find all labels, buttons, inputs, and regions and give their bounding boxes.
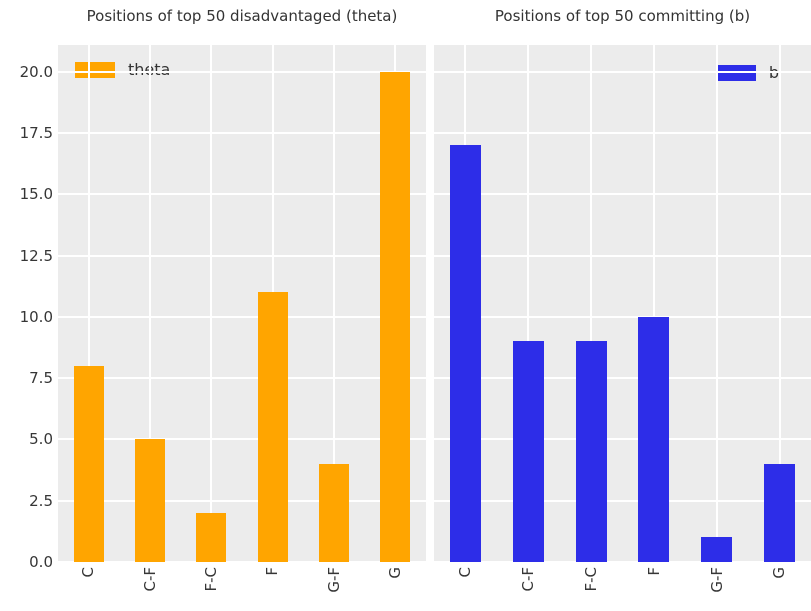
gridline bbox=[333, 45, 335, 562]
gridline bbox=[58, 377, 426, 380]
x-tick-label: C bbox=[456, 567, 475, 578]
gridline bbox=[434, 132, 811, 135]
y-tick-label: 5.0 bbox=[29, 430, 53, 449]
right-chart-title: Positions of top 50 committing (b) bbox=[494, 7, 751, 25]
y-tick-label: 12.5 bbox=[19, 246, 53, 265]
bar-C bbox=[74, 365, 104, 562]
x-tick-label: F-C bbox=[581, 567, 600, 592]
gridline bbox=[434, 254, 811, 257]
x-tick-F-C: F-C bbox=[200, 567, 222, 611]
gridline bbox=[58, 132, 426, 135]
y-tick-label: 17.5 bbox=[19, 124, 53, 143]
gridline bbox=[58, 254, 426, 257]
y-tick-label: 7.5 bbox=[29, 369, 53, 388]
x-tick-C: C bbox=[454, 567, 476, 611]
legend-swatch-theta-icon bbox=[75, 62, 115, 78]
y-tick-label: 15.0 bbox=[19, 185, 53, 204]
x-tick-label: F bbox=[644, 567, 663, 576]
gridline bbox=[58, 193, 426, 196]
x-tick-C: C bbox=[78, 567, 100, 611]
bar-G-F bbox=[319, 463, 349, 562]
x-tick-C-F: C-F bbox=[139, 567, 161, 611]
bar-F bbox=[258, 292, 288, 562]
legend-swatch-b-icon bbox=[715, 65, 756, 81]
x-tick-label: C-F bbox=[140, 567, 159, 592]
gridline bbox=[590, 45, 593, 562]
y-tick-label: 2.5 bbox=[29, 491, 53, 510]
x-tick-F-C: F-C bbox=[580, 567, 602, 611]
bar-G bbox=[380, 71, 410, 562]
y-tick-label: 0.0 bbox=[29, 553, 53, 571]
x-tick-label: G bbox=[770, 567, 789, 579]
y-tick-label: 20.0 bbox=[19, 62, 53, 81]
x-tick-G-F: G-F bbox=[323, 567, 345, 611]
bar-F-C bbox=[576, 341, 607, 562]
bar-C-F bbox=[513, 341, 544, 562]
x-tick-label: G bbox=[386, 567, 405, 579]
right-plot-area: b bbox=[434, 45, 811, 562]
gridline bbox=[778, 45, 781, 562]
gridline bbox=[149, 45, 151, 562]
x-tick-F: F bbox=[643, 567, 665, 611]
bar-F bbox=[638, 316, 669, 562]
gridline bbox=[527, 45, 530, 562]
bar-F-C bbox=[196, 512, 226, 562]
gridline bbox=[715, 45, 718, 562]
gridline bbox=[434, 315, 811, 318]
bar-G bbox=[764, 463, 795, 562]
x-tick-G: G bbox=[384, 567, 406, 611]
gridline bbox=[652, 45, 655, 562]
legend-label-b: b bbox=[769, 65, 779, 81]
gridline bbox=[58, 315, 426, 318]
legend-b: b bbox=[715, 65, 779, 81]
gridline bbox=[434, 499, 811, 502]
gridline bbox=[58, 438, 426, 441]
gridline bbox=[434, 377, 811, 380]
x-tick-label: C-F bbox=[519, 567, 537, 592]
x-tick-C-F: C-F bbox=[517, 567, 539, 611]
x-tick-label: G-F bbox=[707, 567, 726, 593]
gridline bbox=[434, 561, 811, 563]
gridline bbox=[87, 45, 90, 562]
bar-C bbox=[450, 145, 481, 562]
gridline bbox=[58, 561, 426, 563]
x-tick-label: F bbox=[263, 567, 282, 576]
gridline bbox=[434, 70, 811, 73]
gridline bbox=[58, 70, 426, 73]
left-plot-area: theta bbox=[58, 45, 426, 562]
gridline bbox=[434, 438, 811, 441]
x-tick-G: G bbox=[769, 567, 791, 611]
x-tick-label: C bbox=[79, 567, 98, 578]
x-tick-F: F bbox=[262, 567, 284, 611]
gridline bbox=[434, 193, 811, 196]
bar-G-F bbox=[701, 537, 732, 562]
gridline bbox=[58, 499, 426, 502]
x-tick-label: F-C bbox=[202, 567, 221, 592]
x-tick-label: G-F bbox=[324, 567, 343, 593]
bar-C-F bbox=[135, 439, 165, 562]
y-tick-label: 10.0 bbox=[19, 307, 53, 326]
gridline bbox=[210, 45, 213, 562]
left-chart-title: Positions of top 50 disadvantaged (theta… bbox=[86, 7, 398, 25]
x-tick-G-F: G-F bbox=[706, 567, 728, 611]
